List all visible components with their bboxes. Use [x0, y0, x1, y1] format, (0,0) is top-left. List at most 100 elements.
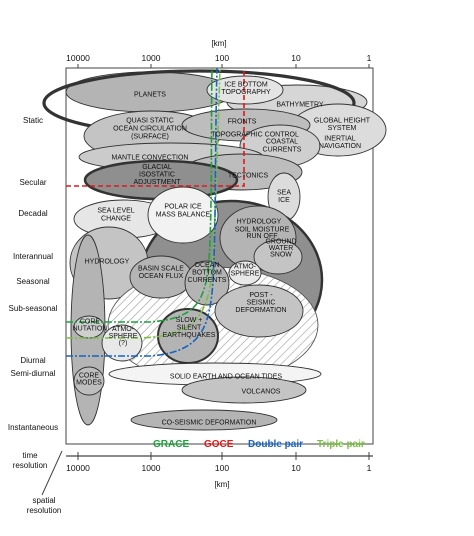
row-label-secular: Secular [19, 178, 46, 187]
label-atmosphere-left: ATMO- [112, 326, 135, 333]
label-quasi-static: OCEAN CIRCULATION [113, 125, 187, 132]
row-label-seasonal: Seasonal [16, 277, 50, 286]
label-core-modes: CORE [79, 373, 100, 380]
label-core-nutation: CORE [80, 319, 101, 326]
label-ground-water: WATER [269, 245, 294, 252]
label-basin-flux: BASIN SCALE [138, 266, 184, 273]
row-label-diurnal: Diurnal [20, 356, 46, 365]
label-atmosphere-right: ATMO- [234, 264, 257, 271]
label-ocean-bottom: CURRENTS [188, 277, 227, 284]
bottom-tick-label: 10000 [66, 463, 90, 473]
row-label-static: Static [23, 116, 43, 125]
label-atmosphere-left: (?) [119, 340, 128, 347]
label-global-height: GLOBAL HEIGHT [314, 118, 371, 125]
label-soil-moisture: RUN OFF [246, 233, 277, 240]
curve-goce [66, 68, 245, 187]
label-planets: PLANETS [134, 91, 166, 98]
label-atmosphere-right: SPHERE [231, 271, 260, 278]
label-sea-level: CHANGE [101, 215, 131, 222]
label-tectonics: TECTONICS [228, 172, 269, 179]
top-tick-label: 100 [215, 53, 229, 63]
label-inertial-navigation: INERTIAL [324, 136, 355, 143]
label-ocean-bottom: OCEAN [195, 262, 220, 269]
shape-ocean-bottom [184, 260, 230, 306]
label-slow-eq: SLOW + [176, 317, 203, 324]
shape-ground-water [253, 239, 303, 275]
time-resolution-label: resolution [13, 461, 48, 470]
label-hydrology-left: HYDROLOGY [85, 258, 130, 265]
label-topographic-control: TOPOGRAPHIC CONTROL [211, 131, 299, 138]
label-polar-ice: POLAR ICE [164, 203, 202, 210]
legend-triple-pair: Triple pair [317, 439, 365, 450]
row-label-interannual: Interannual [13, 252, 53, 261]
curve-grace [66, 67, 213, 323]
time-resolution-label: time [22, 451, 38, 460]
label-core-nutation: NUTATION [73, 326, 108, 333]
bottom-tick-label: 1000 [142, 463, 161, 473]
shape-core-modes [73, 366, 105, 396]
time-row-labels: Static Secular Decadal Interannual Seaso… [8, 116, 58, 432]
legend: GRACE GOCE Double pair Triple pair [153, 439, 365, 450]
top-unit-label: [km] [211, 39, 226, 48]
label-coastal-currents: COASTAL [266, 138, 298, 145]
legend-grace: GRACE [153, 439, 189, 450]
label-global-height: SYSTEM [328, 125, 357, 132]
label-mantle-convection: MANTLE CONVECTION [111, 154, 188, 161]
top-tick-label: 10 [291, 53, 301, 63]
label-tides: SOLID EARTH AND OCEAN TIDES [170, 373, 282, 380]
label-gia: GLACIAL [142, 164, 172, 171]
top-ticks [77, 64, 370, 68]
label-bathymetry: BATHYMETRY [276, 101, 324, 108]
label-sea-level: SEA LEVEL [97, 207, 134, 214]
label-coastal-currents: CURRENTS [263, 146, 302, 153]
label-basin-flux: OCEAN FLUX [139, 273, 184, 280]
label-post-seismic: POST - [249, 292, 273, 299]
label-ice-bottom: TOPOGRAPHY [221, 89, 271, 96]
bottom-axis: 10000 1000 100 10 1 [km] [41, 450, 373, 496]
label-slow-eq: SILENT [177, 324, 202, 331]
label-sea-ice: ICE [278, 197, 290, 204]
label-co-seismic: CO-SEISMIC DEFORMATION [162, 419, 257, 426]
label-ocean-bottom: BOTTOM [192, 269, 222, 276]
label-core-modes: MODES [76, 380, 102, 387]
row-label-semi-diurnal: Semi-diurnal [11, 369, 56, 378]
bottom-unit-label: [km] [214, 480, 229, 489]
label-quasi-static: QUASI STATIC [126, 117, 174, 124]
shape-post-seismic [214, 284, 304, 338]
label-atmosphere-left: SPHERE [109, 333, 138, 340]
shape-co-seismic [130, 409, 278, 431]
top-tick-label: 1000 [142, 53, 161, 63]
top-tick-labels: 10000 1000 100 10 1 [66, 53, 371, 63]
label-hydrology-right: HYDROLOGY [237, 218, 282, 225]
mission-curves [66, 67, 245, 357]
curve-triple-pair [66, 67, 221, 339]
phenomena-shapes [42, 69, 387, 431]
spatial-resolution-label: resolution [27, 506, 62, 515]
label-volcanos: VOLCANOS [242, 388, 281, 395]
top-tick-label: 1 [367, 53, 372, 63]
label-inertial-navigation: NAVIGATION [319, 143, 361, 150]
label-slow-eq: EARTHQUAKES [163, 332, 216, 339]
label-sea-ice: SEA [277, 190, 291, 197]
label-ice-bottom: ICE BOTTOM [224, 82, 268, 89]
label-ground-water: GROUND [265, 238, 296, 245]
label-quasi-static: (SURFACE) [131, 133, 169, 140]
row-label-sub-seasonal: Sub-seasonal [9, 304, 58, 313]
bottom-tick-label: 1 [367, 463, 372, 473]
shape-volcanos [181, 376, 307, 404]
bottom-tick-label: 10 [291, 463, 301, 473]
legend-double-pair: Double pair [248, 439, 303, 450]
legend-goce: GOCE [204, 439, 234, 450]
bottom-tick-label: 100 [215, 463, 229, 473]
label-gia: ADJUSTMENT [133, 179, 181, 186]
label-polar-ice: MASS BALANCE [156, 211, 211, 218]
label-gia: ISOSTATIC [139, 171, 175, 178]
label-ground-water: SNOW [270, 251, 292, 258]
shape-atmosphere-left [101, 324, 143, 362]
curve-double-pair [66, 67, 218, 357]
label-post-seismic: DEFORMATION [235, 307, 286, 314]
